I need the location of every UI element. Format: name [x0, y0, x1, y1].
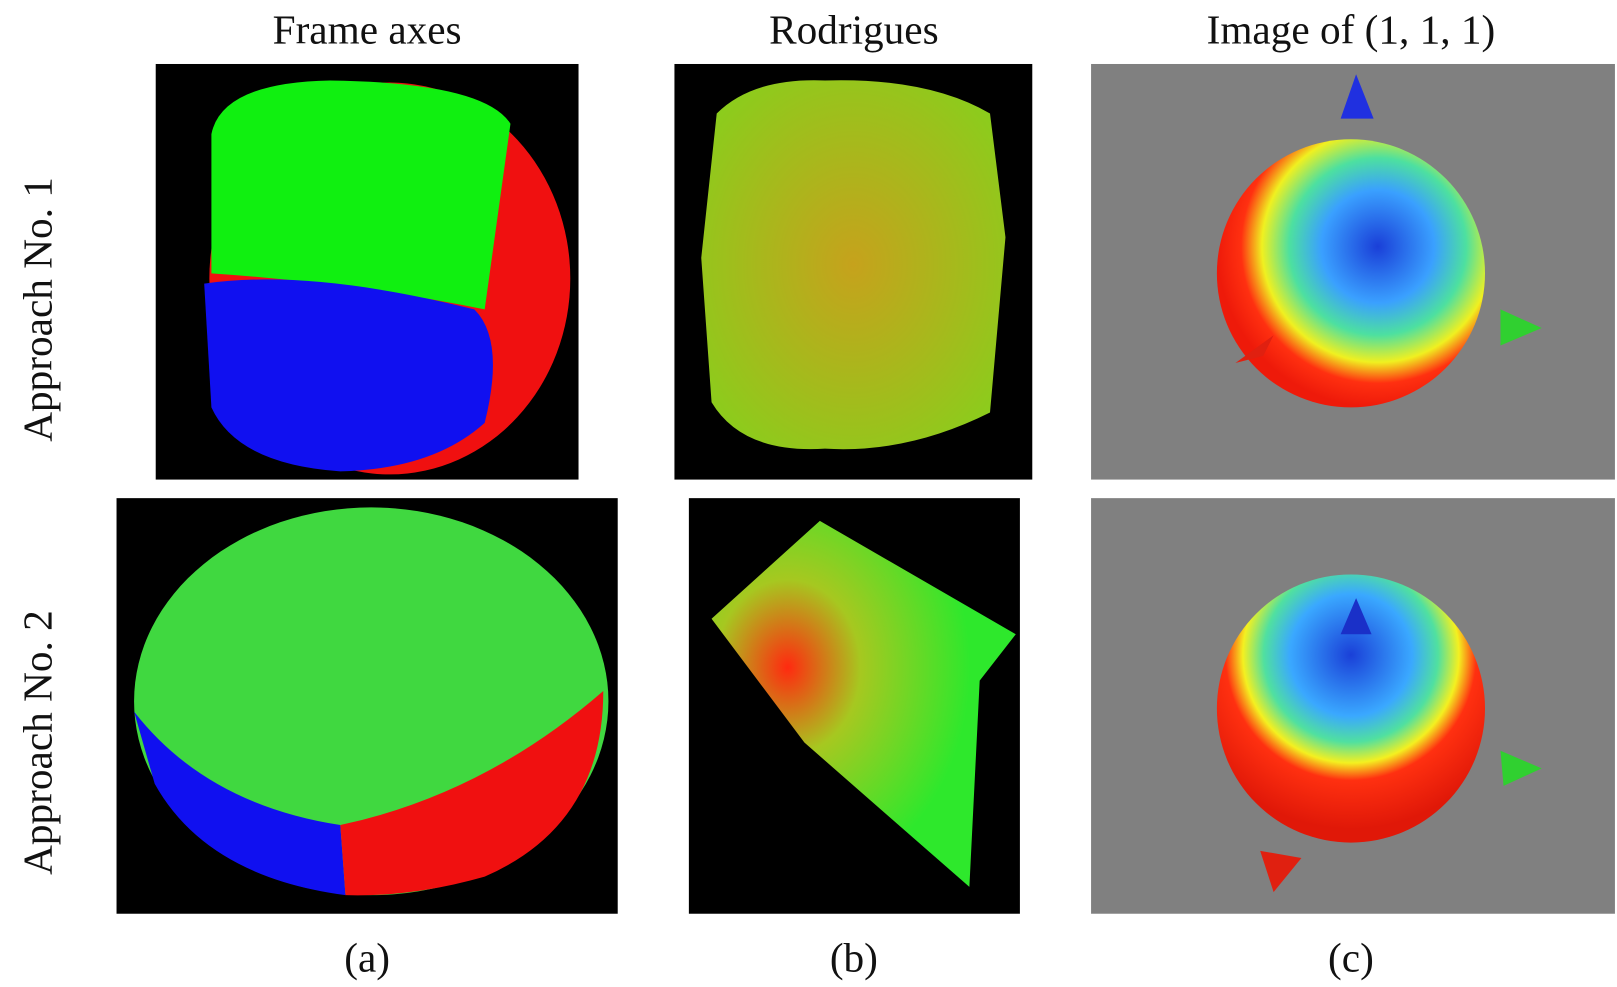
sphere: [1217, 139, 1485, 407]
blue-region: [204, 279, 493, 471]
panel-image-1: [1091, 64, 1615, 480]
panel-caption: (b): [830, 934, 878, 981]
column-title: Frame axes: [273, 6, 462, 52]
column-title: Image of (1, 1, 1): [1207, 6, 1496, 53]
column-title: Rodrigues: [769, 6, 939, 52]
captions: (a) (b) (c): [344, 934, 1374, 981]
panel-rodrigues-1: [674, 64, 1032, 480]
green-region: [211, 80, 510, 309]
row-label: Approach No. 1: [15, 177, 61, 442]
panel-rodrigues-2: [689, 498, 1020, 914]
figure: Frame axes Rodrigues Image of (1, 1, 1) …: [0, 0, 1617, 987]
panel-frame-axes-2: [117, 498, 618, 914]
panel-image-2: [1091, 498, 1615, 914]
row-labels: Approach No. 1 Approach No. 2: [15, 177, 61, 875]
column-titles: Frame axes Rodrigues Image of (1, 1, 1): [273, 6, 1496, 53]
panel-frame-axes-1: [156, 64, 579, 480]
panel-caption: (a): [344, 934, 390, 981]
row-label: Approach No. 2: [15, 610, 61, 875]
point-cloud: [701, 80, 1005, 449]
panel-caption: (c): [1328, 934, 1374, 981]
